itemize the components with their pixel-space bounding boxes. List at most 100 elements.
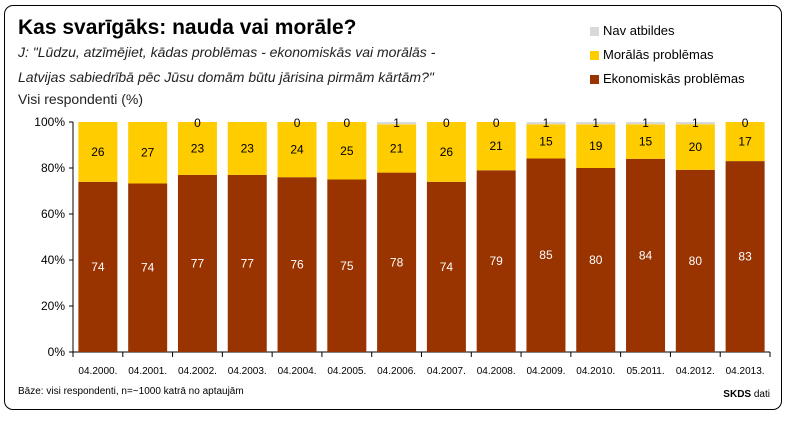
x-tick-label: 04.2005. [327, 366, 366, 377]
data-label-economic: 80 [589, 253, 603, 267]
bar-economic [78, 181, 118, 352]
data-label-economic: 74 [440, 260, 454, 274]
y-tick-label: 20% [41, 299, 65, 313]
data-label-economic: 84 [639, 248, 653, 262]
bar-moral [675, 124, 715, 170]
question-line-1: J: "Lūdzu, atzīmējiet, kādas problēmas -… [18, 44, 436, 60]
x-tick-label: 04.2009. [526, 366, 565, 377]
bar-moral [227, 122, 267, 175]
bar-economic [128, 183, 168, 352]
bar-moral [78, 122, 118, 182]
bar-moral [128, 122, 168, 184]
data-label-moral: 20 [689, 140, 703, 154]
data-label-economic: 76 [290, 258, 304, 272]
bar-moral [476, 122, 516, 171]
x-tick-label: 04.2008. [477, 366, 516, 377]
data-label-economic: 77 [241, 256, 255, 270]
x-tick-label: 04.2001. [128, 366, 167, 377]
data-label-moral: 21 [489, 139, 503, 153]
data-label-moral: 27 [141, 146, 155, 160]
x-tick-label: 04.2007. [427, 366, 466, 377]
bar-moral [526, 124, 566, 159]
bar-no-answer [576, 122, 616, 125]
x-tick-label: 04.2010. [576, 366, 615, 377]
legend-label-economic: Ekonomiskās problēmas [603, 71, 745, 86]
data-label-moral: 17 [738, 135, 752, 149]
data-label-moral: 21 [390, 141, 404, 155]
x-tick-label: 04.2002. [178, 366, 217, 377]
chart-title: Kas svarīgāks: nauda vai morāle? [18, 16, 357, 39]
bar-moral [725, 122, 765, 162]
bar-moral [626, 124, 666, 159]
data-label-moral: 23 [191, 141, 205, 155]
data-label-no-answer: 0 [493, 116, 500, 130]
bar-economic [576, 168, 616, 352]
bar-economic [526, 158, 566, 352]
data-label-economic: 74 [141, 261, 155, 275]
bar-moral [377, 124, 417, 173]
data-label-moral: 19 [589, 139, 603, 153]
chart-subtitle: Visi respondenti (%) [18, 91, 144, 107]
data-label-no-answer: 0 [443, 116, 450, 130]
y-tick-label: 80% [41, 161, 65, 175]
y-tick-label: 100% [34, 115, 65, 129]
legend-label-moral: Morālās problēmas [603, 47, 714, 62]
bar-economic [426, 181, 466, 352]
legend-swatch-no-answer [590, 27, 599, 36]
y-tick-label: 60% [41, 207, 65, 221]
bar-economic [476, 170, 516, 352]
bar-economic [227, 174, 267, 352]
bar-moral [177, 122, 217, 175]
x-tick-label: 04.2000. [78, 366, 117, 377]
data-label-no-answer: 0 [742, 116, 749, 130]
source-suffix: dati [751, 389, 770, 400]
data-label-no-answer: 0 [343, 116, 350, 130]
data-label-no-answer: 0 [194, 116, 201, 130]
legend-swatch-moral [590, 51, 599, 60]
y-tick-label: 0% [48, 345, 66, 359]
data-label-economic: 79 [489, 254, 503, 268]
bar-no-answer [626, 122, 666, 125]
bar-moral [277, 122, 317, 178]
data-label-no-answer: 1 [393, 116, 400, 130]
bar-moral [576, 124, 616, 168]
legend-label-no-answer: Nav atbildes [603, 23, 675, 38]
data-label-economic: 83 [738, 250, 752, 264]
x-tick-label: 04.2013. [726, 366, 765, 377]
data-label-economic: 78 [390, 255, 404, 269]
data-label-economic: 74 [91, 260, 105, 274]
legend-swatch-economic [590, 75, 599, 84]
question-line-2: Latvijas sabiedrībā pēc Jūsu domām būtu … [18, 69, 434, 85]
data-label-economic: 85 [539, 248, 553, 262]
data-label-moral: 26 [91, 145, 105, 159]
bar-moral [327, 122, 367, 180]
bar-economic [725, 161, 765, 352]
data-label-moral: 15 [639, 135, 653, 149]
data-label-moral: 26 [440, 145, 454, 159]
base-note: Bāze: visi respondenti, n=~1000 katrā no… [18, 386, 244, 397]
bar-economic [626, 158, 666, 352]
data-label-no-answer: 1 [592, 116, 599, 130]
data-label-no-answer: 1 [543, 116, 550, 130]
x-tick-label: 04.2004. [278, 366, 317, 377]
data-label-moral: 23 [241, 141, 255, 155]
source-main: SKDS [723, 389, 752, 400]
bar-economic [277, 177, 317, 352]
data-label-no-answer: 0 [294, 116, 301, 130]
x-tick-label: 04.2012. [676, 366, 715, 377]
bar-no-answer [526, 122, 566, 125]
bar-economic [675, 169, 715, 352]
x-tick-label: 05.2011. [626, 366, 664, 377]
data-label-moral: 25 [340, 144, 354, 158]
data-label-moral: 24 [290, 143, 304, 157]
source-credit: SKDS dati [723, 389, 770, 400]
x-tick-label: 04.2003. [228, 366, 267, 377]
data-label-economic: 80 [689, 254, 703, 268]
x-tick-label: 04.2006. [377, 366, 416, 377]
data-label-economic: 75 [340, 259, 354, 273]
bar-no-answer [675, 122, 715, 125]
bar-moral [426, 122, 466, 182]
data-label-moral: 15 [539, 134, 553, 148]
bar-economic [177, 174, 217, 352]
